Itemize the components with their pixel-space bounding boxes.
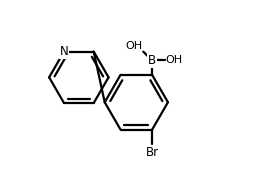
Text: N: N bbox=[60, 45, 68, 58]
Text: OH: OH bbox=[165, 56, 183, 65]
Text: OH: OH bbox=[126, 41, 143, 51]
Text: Br: Br bbox=[145, 146, 159, 158]
Text: B: B bbox=[148, 54, 156, 67]
